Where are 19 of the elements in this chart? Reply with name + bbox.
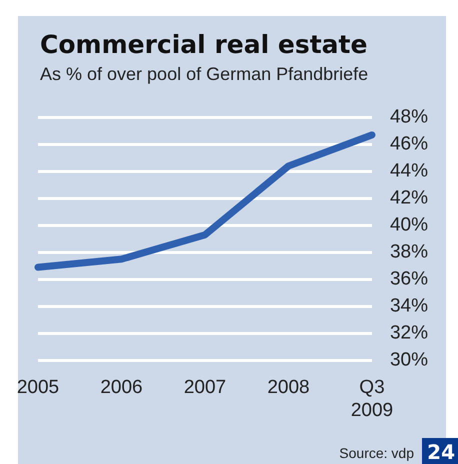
- x-tick-label: Q3 2009: [350, 377, 394, 421]
- chart-title: Commercial real estate: [40, 30, 368, 59]
- y-tick-label: 32%: [390, 322, 428, 344]
- chart-subtitle: As % of over pool of German Pfandbriefe: [40, 64, 368, 85]
- x-tick-label: 2008: [267, 377, 310, 398]
- source-note: Source: vdp: [339, 445, 414, 461]
- y-tick-label: 46%: [390, 134, 428, 155]
- y-tick-label: 48%: [390, 106, 428, 128]
- y-tick-label: 44%: [390, 160, 428, 182]
- text: 24: [422, 438, 458, 464]
- x-tick-label: 2005: [16, 377, 60, 398]
- y-tick-label: 34%: [390, 296, 428, 317]
- x-tick-label: 2007: [184, 377, 226, 398]
- y-tick-label: 36%: [390, 268, 428, 290]
- y-tick-label: 38%: [390, 242, 428, 263]
- y-tick-label: 30%: [390, 350, 428, 371]
- y-tick-label: 42%: [390, 188, 428, 209]
- x-tick-label: 2006: [100, 377, 143, 398]
- y-tick-label: 40%: [390, 214, 428, 236]
